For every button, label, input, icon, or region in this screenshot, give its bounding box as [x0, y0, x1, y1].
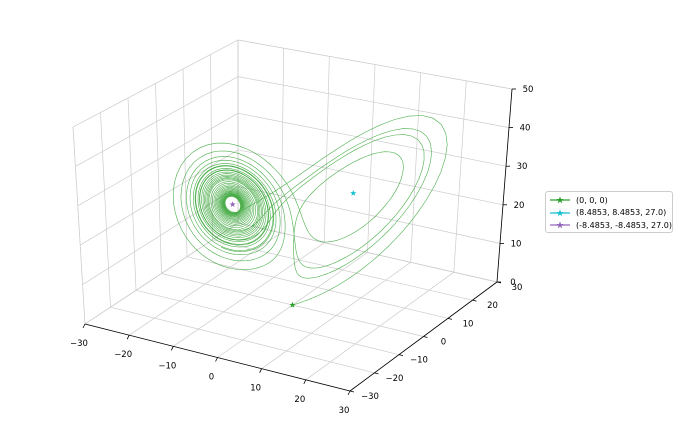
z-tick-label: 50 — [523, 85, 534, 95]
grid-y-left — [155, 83, 162, 274]
grid-y-left — [72, 126, 86, 325]
grid-z-left — [82, 186, 239, 285]
x-tick-label: 10 — [250, 384, 261, 394]
grid-z-back — [237, 222, 498, 283]
legend-swatch-negative — [550, 221, 570, 229]
x-tick-label: −10 — [158, 361, 176, 371]
grid-y-left — [100, 112, 111, 308]
tick-labels: −30−20−100102030−30−20−10010203001020304… — [70, 85, 533, 416]
y-tick-label: 30 — [512, 283, 523, 293]
grid-z-left — [75, 76, 239, 167]
z-tick-label: 0 — [510, 278, 515, 288]
legend: (0, 0, 0) (8.4853, 8.4853, 27.0) (-8.485… — [545, 191, 673, 233]
legend-item-positive: (8.4853, 8.4853, 27.0) — [550, 207, 668, 220]
y-tick-label: 20 — [487, 301, 498, 311]
y-tick-mark — [447, 317, 453, 320]
legend-item-origin: (0, 0, 0) — [550, 194, 668, 207]
axis-lines — [82, 88, 516, 396]
grid-x-back — [453, 80, 467, 273]
grid-z-left — [72, 39, 239, 128]
z-axis-line — [496, 88, 513, 283]
x-tick-mark — [170, 346, 174, 351]
y-tick-mark — [349, 390, 355, 393]
grid-z-back — [237, 39, 513, 90]
x-tick-label: 30 — [339, 406, 350, 416]
y-tick-label: −20 — [386, 374, 404, 384]
y-tick-mark — [374, 372, 379, 375]
y-tick-mark — [472, 299, 477, 302]
x-tick-mark — [259, 368, 263, 373]
grid-y-left — [127, 97, 137, 291]
y-tick-label: −10 — [410, 356, 428, 366]
x-tick-label: 0 — [209, 373, 214, 383]
grid-z-back — [237, 186, 501, 244]
legend-swatch-origin — [550, 196, 570, 204]
x-tick-mark — [126, 334, 130, 340]
grid-y-floor — [110, 306, 375, 374]
grid-x-back — [280, 48, 285, 233]
x-tick-mark — [82, 323, 86, 329]
x-tick-mark — [215, 357, 218, 362]
equilibrium-marker-1 — [350, 189, 357, 196]
trajectory — [172, 115, 448, 306]
legend-item-negative: (-8.4853, -8.4853, 27.0) — [550, 219, 672, 232]
y-tick-mark — [398, 354, 404, 357]
equilibrium-markers — [229, 189, 357, 308]
grid-z-left — [80, 149, 239, 246]
grid-z-left — [77, 112, 239, 207]
x-tick-label: 20 — [294, 395, 305, 405]
equilibrium-marker-0 — [289, 301, 296, 308]
legend-label-origin: (0, 0, 0) — [576, 195, 608, 205]
grid-x-back — [323, 56, 330, 243]
grid-x-back — [367, 64, 376, 253]
z-tick-label: 30 — [517, 162, 528, 172]
grid-y-floor — [186, 256, 449, 319]
y-tick-label: 0 — [441, 338, 446, 348]
grid-z-back — [237, 76, 510, 128]
equilibrium-marker-2 — [229, 201, 236, 208]
y-tick-label: −30 — [361, 392, 379, 402]
x-tick-mark — [347, 390, 351, 396]
legend-label-positive: (8.4853, 8.4853, 27.0) — [576, 208, 667, 218]
z-tick-label: 20 — [514, 201, 525, 211]
x-tick-label: −30 — [70, 339, 88, 349]
grid-y-floor — [212, 239, 473, 301]
y-tick-mark — [423, 336, 428, 338]
legend-label-negative: (-8.4853, -8.4853, 27.0) — [576, 220, 672, 230]
legend-swatch-positive — [550, 209, 570, 216]
z-tick-label: 10 — [511, 239, 522, 249]
grid-x-back — [410, 72, 422, 263]
y-tick-label: 10 — [463, 319, 474, 329]
x-tick-label: −20 — [114, 350, 132, 360]
grid-z-back — [237, 149, 504, 206]
z-tick-label: 40 — [520, 124, 531, 134]
grid-z-back — [237, 112, 507, 167]
grid-y-floor — [135, 289, 400, 356]
lorenz-trajectory-line — [172, 115, 448, 306]
grid-y-left — [182, 68, 188, 257]
x-tick-mark — [303, 379, 307, 385]
grid-z-left — [84, 222, 239, 325]
